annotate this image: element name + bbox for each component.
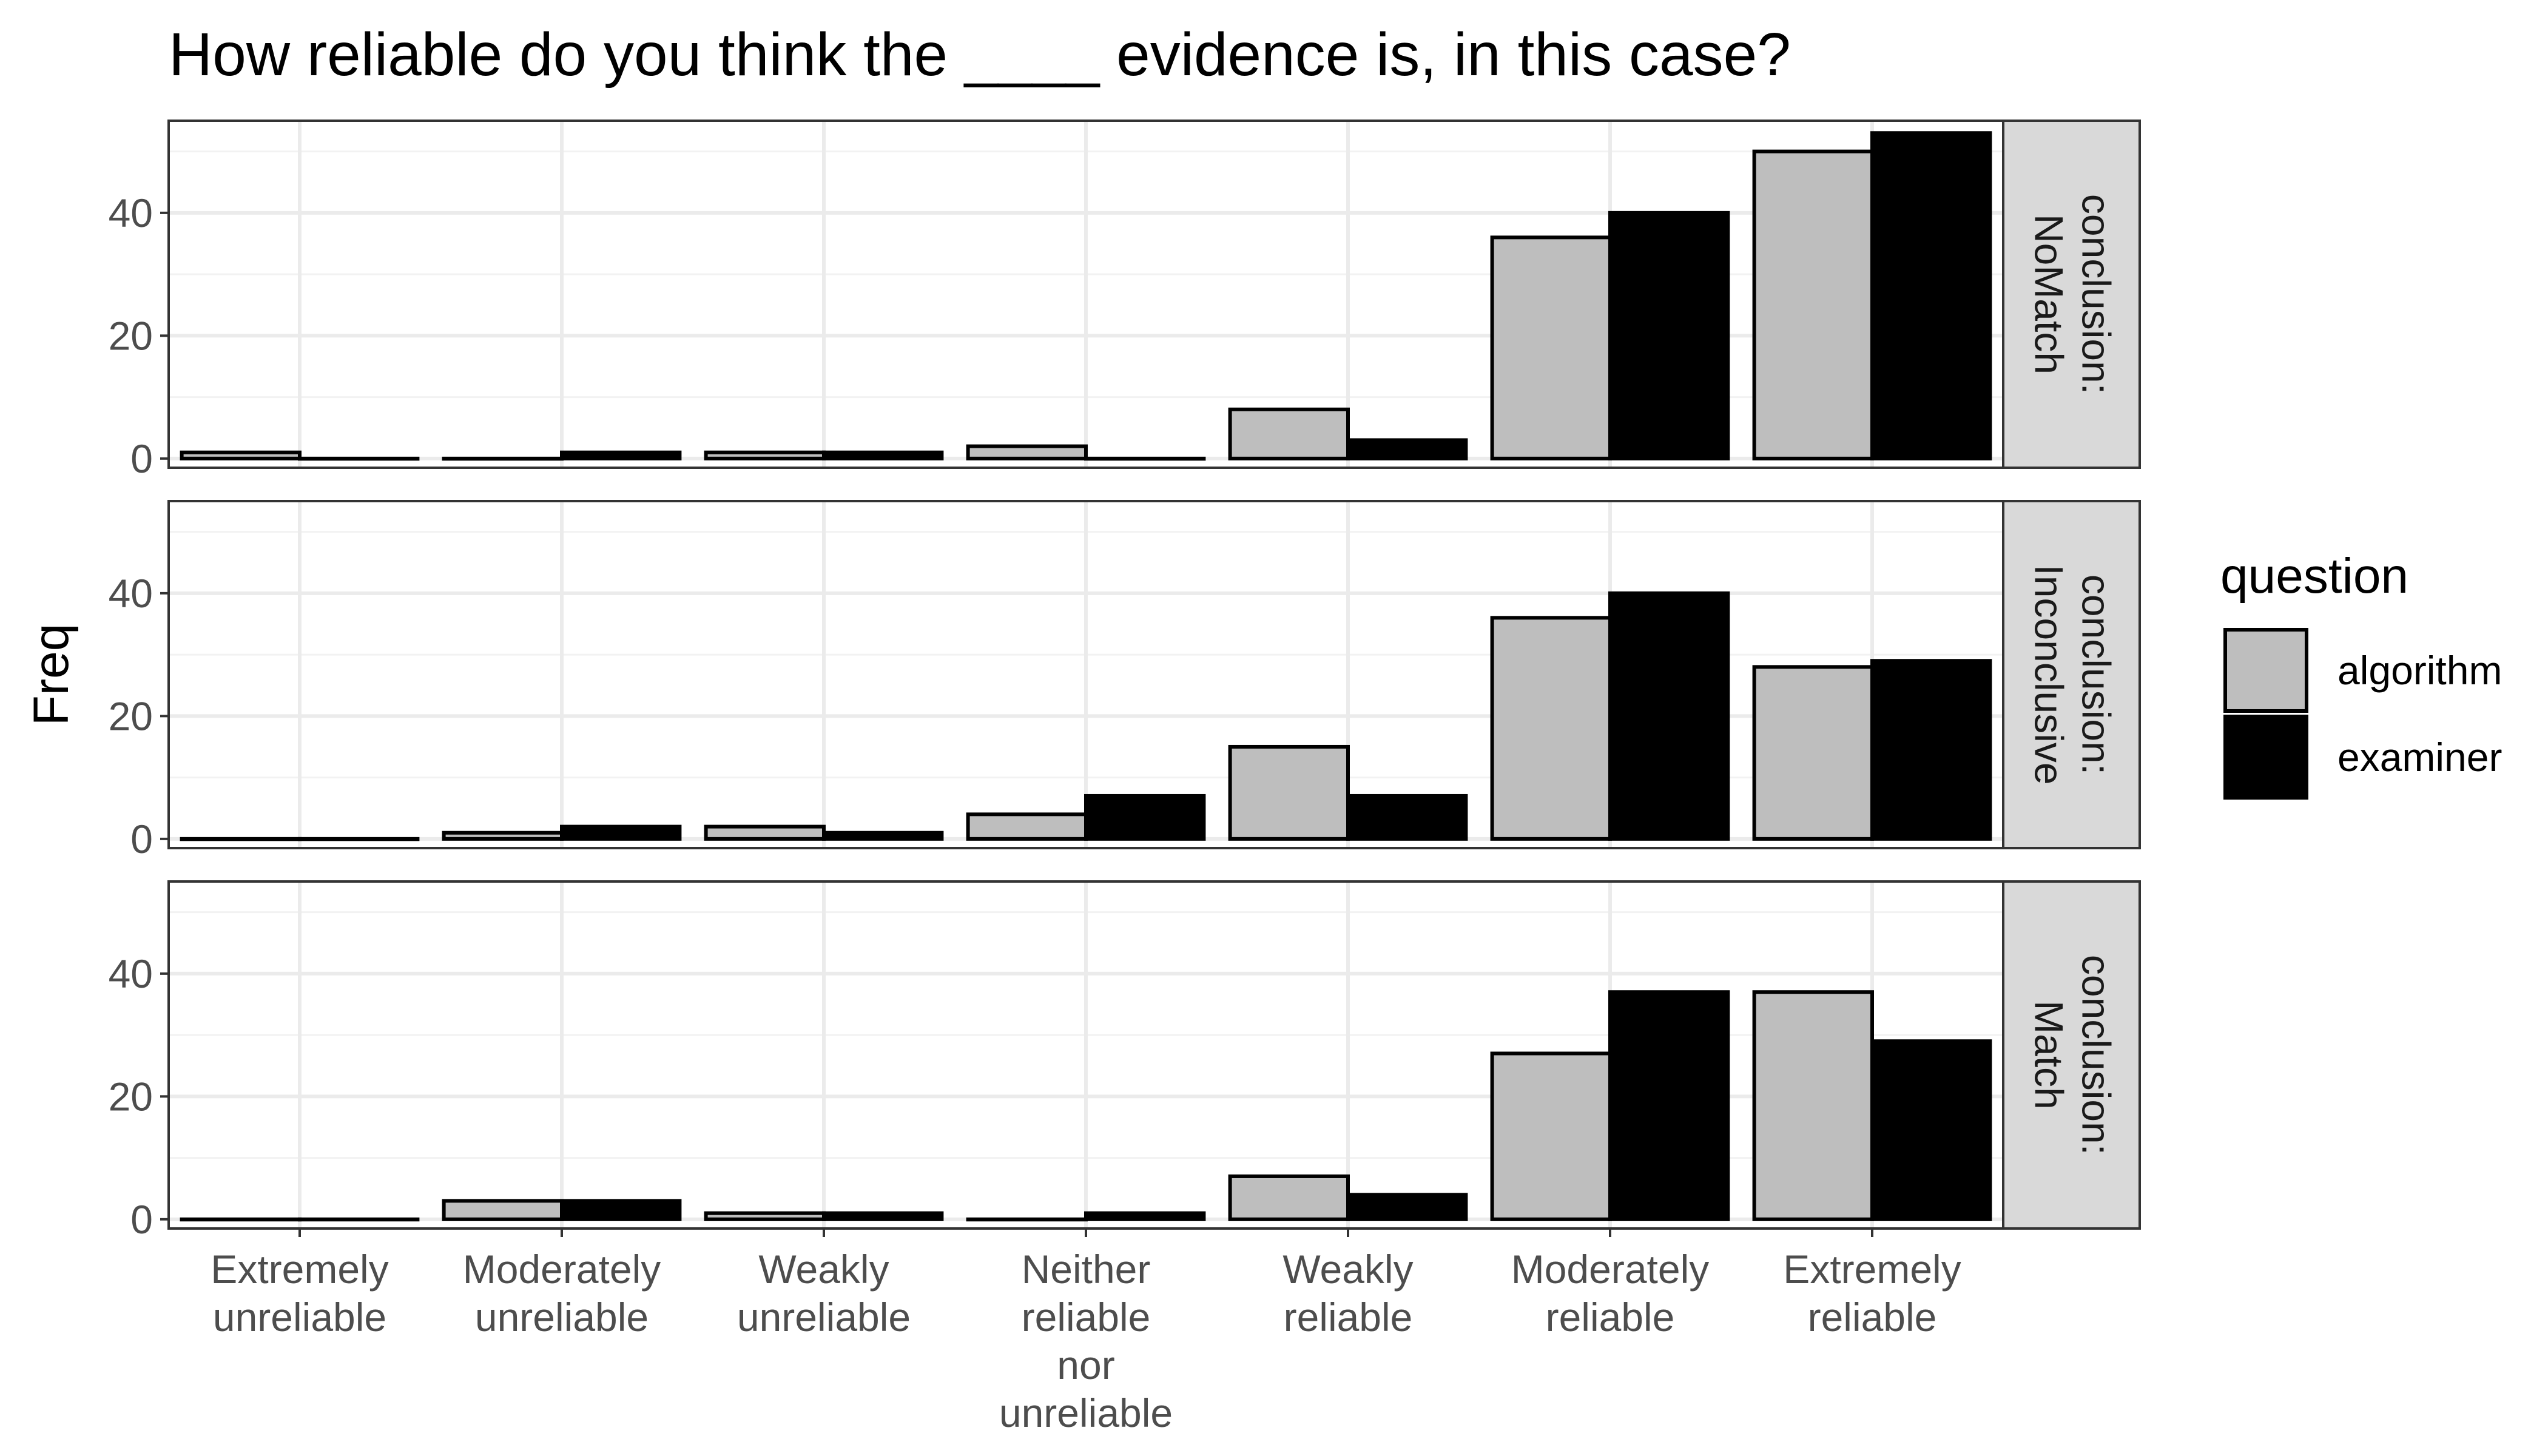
strip-label-line: Inconclusive (2027, 564, 2072, 784)
x-tick-label-line: reliable (1284, 1295, 1413, 1340)
x-tick-label-line: reliable (1808, 1295, 1937, 1340)
bar-algorithm-panel3-cat5 (1228, 1174, 1350, 1221)
facet-strip-label: conclusion:Inconclusive (2027, 564, 2119, 784)
bar-examiner-panel1-cat6 (1608, 211, 1730, 460)
y-tick-label: 0 (130, 1197, 153, 1242)
bar-examiner-panel3-cat6 (1608, 990, 1730, 1221)
facet-panel-1: 0 20 40 conclusion:NoMatch (109, 120, 2141, 481)
bar-algorithm-panel2-cat6 (1490, 616, 1613, 841)
y-tick-label: 20 (109, 313, 153, 358)
bar-examiner-panel2-cat2 (560, 824, 682, 841)
x-tick-label-line: unreliable (737, 1295, 911, 1340)
x-tick-label-line: Moderately (463, 1247, 661, 1292)
bar-algorithm-panel2-cat4 (966, 812, 1088, 841)
bar-examiner-panel3-cat1 (298, 1217, 420, 1222)
bar-examiner-panel3-cat4 (1084, 1211, 1206, 1221)
facet-panel-3: 0 20 40 conclusion:Match (109, 880, 2141, 1242)
bar-algorithm-panel1-cat5 (1228, 407, 1350, 460)
x-tick-label-line: unreliable (999, 1390, 1173, 1435)
x-tick-label-line: Moderately (1511, 1247, 1710, 1292)
bar-algorithm-panel2-cat2 (442, 831, 564, 841)
x-tick-label-line: reliable (1546, 1295, 1675, 1340)
legend-key-examiner (2223, 715, 2308, 800)
facet-panel-2: 0 20 40 conclusion:Inconclusive (109, 500, 2141, 861)
x-tick-label-line: Extremely (211, 1247, 388, 1292)
bar-examiner-panel3-cat5 (1346, 1193, 1468, 1221)
x-tick-label-line: reliable (1022, 1295, 1151, 1340)
y-tick-label: 0 (130, 817, 153, 861)
x-tick-label-line: Weakly (758, 1247, 889, 1292)
bar-examiner-panel3-cat3 (822, 1211, 944, 1221)
y-tick-label: 20 (109, 693, 153, 738)
bar-algorithm-panel3-cat3 (704, 1211, 826, 1221)
y-tick-label: 40 (109, 951, 153, 996)
bar-algorithm-panel3-cat7 (1752, 990, 1875, 1221)
facet-strip (2002, 500, 2141, 849)
facet-strip (2002, 120, 2141, 469)
y-tick-label: 40 (109, 190, 153, 235)
bar-algorithm-panel1-cat6 (1490, 235, 1613, 460)
facet-strip-label: conclusion:NoMatch (2027, 194, 2119, 394)
y-tick-label: 20 (109, 1074, 153, 1119)
x-tick-label-line: Weakly (1282, 1247, 1413, 1292)
legend-label-examiner: examiner (2337, 735, 2502, 780)
bar-algorithm-panel3-cat2 (442, 1199, 564, 1221)
x-tick-label: Moderately reliable (1511, 1247, 1710, 1340)
x-tick-label: Extremely reliable (1783, 1247, 1961, 1340)
bar-algorithm-panel1-cat3 (704, 450, 826, 460)
bar-algorithm-panel2-cat7 (1752, 665, 1875, 841)
legend-key-algorithm (2223, 628, 2308, 713)
bar-examiner-panel2-cat3 (822, 831, 944, 841)
bar-examiner-panel2-cat5 (1346, 794, 1468, 841)
strip-label-line: NoMatch (2027, 214, 2072, 374)
bar-examiner-panel2-cat4 (1084, 794, 1206, 841)
x-tick-label-line: unreliable (213, 1295, 386, 1340)
strip-label-line: conclusion: (2074, 194, 2119, 394)
x-tick-label-line: Neither (1022, 1247, 1151, 1292)
bar-algorithm-panel2-cat1 (180, 837, 302, 841)
legend: question algorithm examiner (2220, 548, 2502, 800)
bar-algorithm-panel1-cat4 (966, 444, 1088, 460)
strip-label-line: conclusion: (2074, 955, 2119, 1155)
bar-algorithm-panel3-cat1 (180, 1217, 302, 1222)
bar-algorithm-panel1-cat1 (180, 450, 302, 460)
bar-algorithm-panel3-cat4 (966, 1217, 1088, 1222)
x-tick-label-line: nor (1057, 1343, 1114, 1387)
bar-examiner-panel1-cat7 (1870, 131, 1992, 460)
bar-examiner-panel3-cat2 (560, 1199, 682, 1221)
x-tick-label: Weakly reliable (1282, 1247, 1413, 1340)
bar-algorithm-panel1-cat7 (1752, 149, 1875, 460)
bar-algorithm-panel3-cat6 (1490, 1051, 1613, 1221)
bar-examiner-panel1-cat2 (560, 450, 682, 460)
chart-title: How reliable do you think the ____ evide… (169, 21, 1791, 89)
x-tick-label-line: unreliable (475, 1295, 649, 1340)
x-tick-label: Neither reliable nor unreliable (999, 1247, 1173, 1435)
bar-examiner-panel1-cat3 (822, 450, 944, 460)
strip-label-line: conclusion: (2074, 575, 2119, 775)
bar-examiner-panel3-cat7 (1870, 1039, 1992, 1221)
x-tick-label: Moderately unreliable (463, 1247, 661, 1340)
legend-label-algorithm: algorithm (2337, 648, 2502, 693)
bar-examiner-panel2-cat6 (1608, 591, 1730, 841)
x-tick-label: Extremely unreliable (211, 1247, 388, 1340)
bar-examiner-panel1-cat5 (1346, 438, 1468, 460)
bar-examiner-panel2-cat1 (298, 837, 420, 841)
y-tick-label: 0 (130, 436, 153, 481)
facet-strip (2002, 880, 2141, 1230)
strip-label-line: Match (2027, 1000, 2072, 1110)
bar-examiner-panel2-cat7 (1870, 659, 1992, 841)
x-tick-label: Weakly unreliable (737, 1247, 911, 1340)
bar-algorithm-panel2-cat5 (1228, 744, 1350, 841)
x-tick-label-line: Extremely (1783, 1247, 1961, 1292)
bar-algorithm-panel2-cat3 (704, 824, 826, 841)
y-tick-label: 40 (109, 571, 153, 616)
legend-title: question (2220, 548, 2408, 604)
y-axis-title: Freq (24, 624, 79, 726)
facet-strip-label: conclusion:Match (2027, 955, 2119, 1155)
